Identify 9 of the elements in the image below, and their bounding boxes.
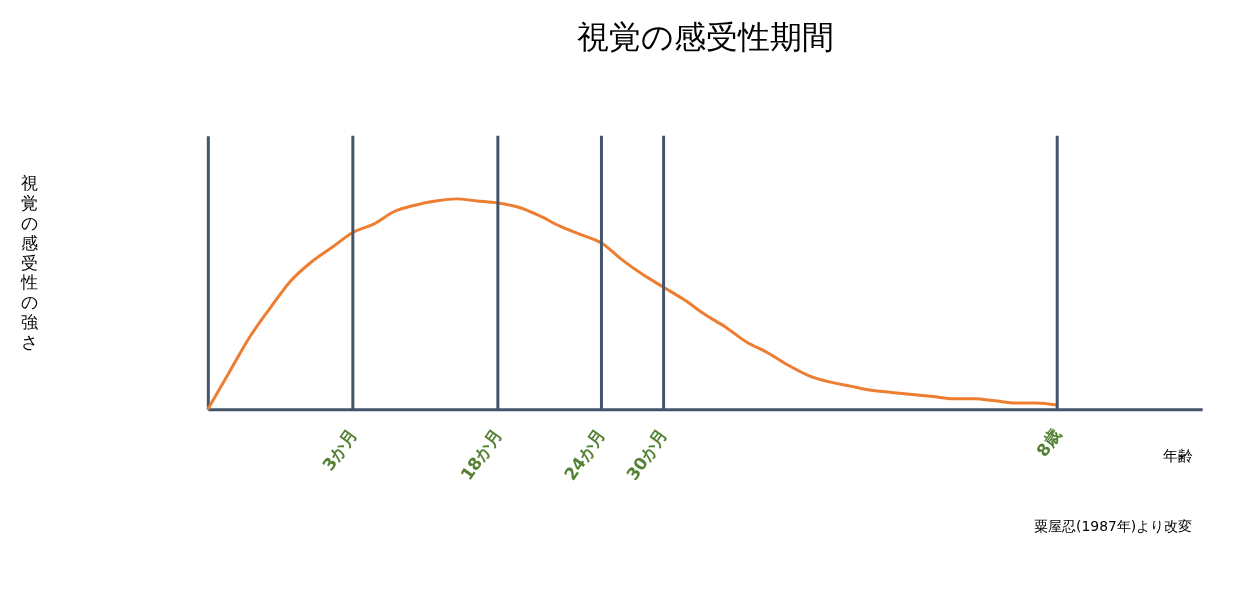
chart-title: 視覚の感受性期間 bbox=[576, 17, 834, 56]
x-axis-title: 年齢 bbox=[1162, 447, 1193, 466]
text: 視覚の感受性の強さ bbox=[20, 172, 38, 353]
x-tick-label: 18か月 bbox=[456, 425, 506, 484]
x-tick-label: 30か月 bbox=[622, 425, 672, 484]
x-tick-label: 24か月 bbox=[559, 425, 610, 484]
x-tick-label: 3か月 bbox=[318, 425, 361, 475]
text: 粟屋忍(1987年)より改変 bbox=[1034, 517, 1193, 534]
x-tick-label: 8歳 bbox=[1032, 425, 1066, 461]
